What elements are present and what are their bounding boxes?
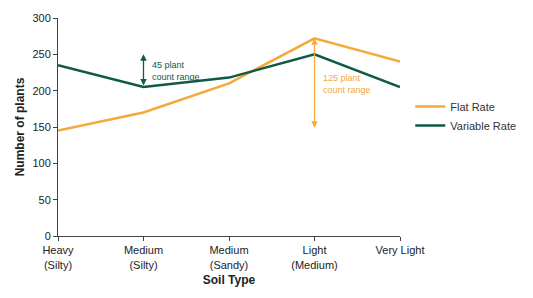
svg-text:Light(Medium): Light(Medium): [291, 244, 337, 270]
svg-text:50: 50: [39, 194, 51, 206]
svg-text:Very Light: Very Light: [376, 244, 425, 256]
svg-text:Medium(Silty): Medium(Silty): [124, 244, 163, 270]
svg-text:0: 0: [45, 230, 51, 242]
svg-text:300: 300: [32, 12, 50, 24]
svg-text:Heavy(Silty): Heavy(Silty): [42, 244, 74, 270]
svg-text:Soil Type: Soil Type: [203, 273, 256, 287]
svg-text:200: 200: [32, 85, 50, 97]
svg-text:250: 250: [32, 48, 50, 60]
svg-text:150: 150: [32, 121, 50, 133]
svg-text:Medium(Sandy): Medium(Sandy): [209, 244, 248, 270]
svg-text:Variable Rate: Variable Rate: [450, 120, 516, 132]
svg-text:125 plantcount range: 125 plantcount range: [323, 73, 371, 95]
svg-text:Flat Rate: Flat Rate: [450, 101, 495, 113]
svg-text:45 plantcount range: 45 plantcount range: [152, 60, 200, 82]
svg-text:100: 100: [32, 157, 50, 169]
svg-text:Number of plants: Number of plants: [13, 77, 27, 176]
